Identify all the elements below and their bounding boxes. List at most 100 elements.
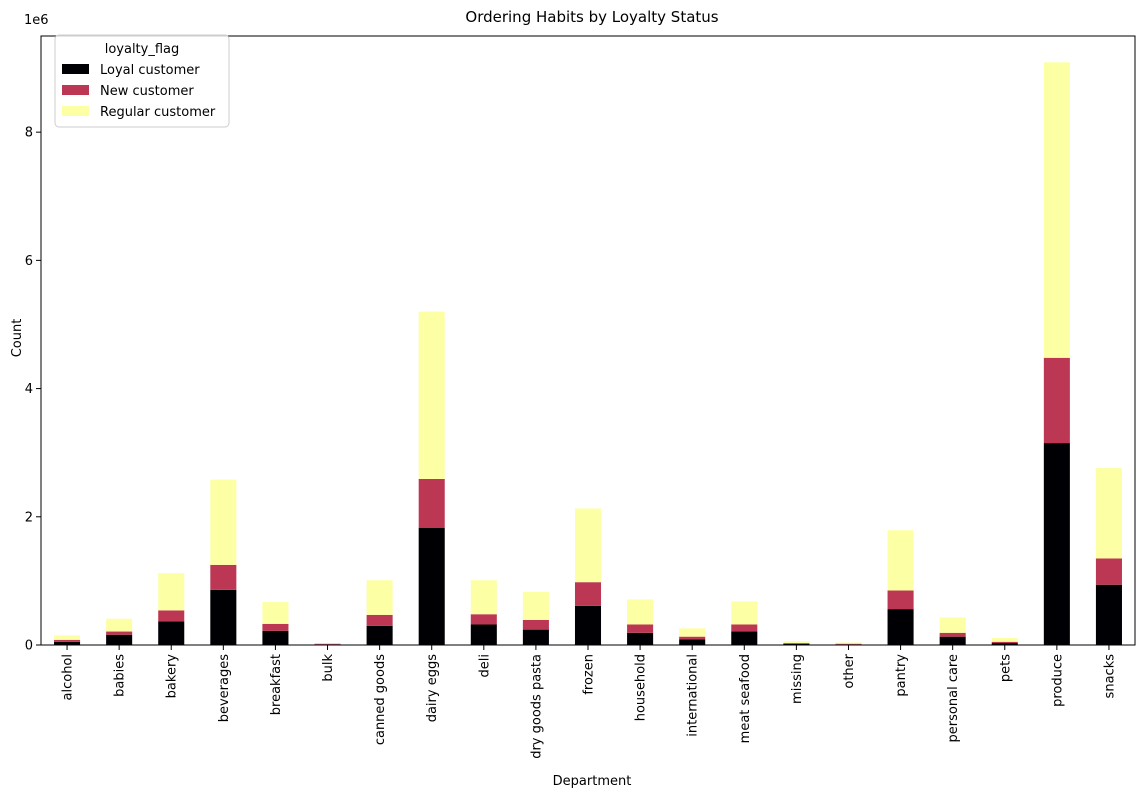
bar-regular-customer (210, 479, 237, 565)
legend-title: loyalty_flag (105, 42, 180, 57)
x-tick-label: international (686, 654, 701, 737)
x-tick-label: produce (1050, 654, 1065, 707)
bar-loyal-customer (887, 609, 914, 645)
bar-loyal-customer (1095, 584, 1122, 645)
legend-swatch (62, 64, 89, 74)
bar-regular-customer (627, 599, 654, 625)
x-tick-label: breakfast (269, 654, 284, 715)
bars-layer (54, 62, 1122, 645)
x-tick-label: dairy eggs (425, 654, 440, 723)
bar-loyal-customer (627, 632, 654, 645)
bar-regular-customer (574, 508, 602, 583)
bar-regular-customer (262, 602, 289, 624)
bar-loyal-customer (262, 630, 289, 645)
legend: loyalty_flag Loyal customer New customer Re… (54, 34, 230, 128)
bar-new-customer (418, 478, 445, 528)
legend-swatch (62, 85, 89, 95)
x-axis-label: Department (553, 774, 632, 789)
x-tick-label: bakery (165, 654, 180, 699)
bar-new-customer (470, 614, 497, 625)
y-axis-label: Count (10, 319, 25, 358)
y-tick-label: 8 (25, 126, 33, 141)
bar-regular-customer (1095, 468, 1122, 559)
bar-loyal-customer (210, 589, 237, 645)
bar-new-customer (314, 643, 341, 645)
legend-entry: New customer (100, 84, 194, 99)
y-tick-label: 4 (25, 382, 33, 397)
bar-new-customer (54, 639, 81, 642)
plot-frame (40, 35, 1136, 646)
axes-layer: alcohol babies bakery beverages breakfast bul… (25, 35, 1136, 759)
bar-new-customer (210, 564, 237, 590)
y-axis-scale-label: 1e6 (24, 13, 49, 28)
bar-regular-customer (54, 635, 81, 640)
x-tick-label: meat seafood (738, 654, 753, 743)
x-tick-label: alcohol (61, 654, 76, 700)
bar-new-customer (366, 614, 393, 626)
bar-new-customer (679, 636, 706, 640)
y-tick-label: 6 (25, 254, 33, 269)
x-tick-label: personal care (946, 654, 961, 742)
bar-regular-customer (1043, 62, 1070, 358)
x-tick-label: missing (790, 654, 805, 704)
x-tick-label: other (842, 653, 857, 688)
x-tick-label: pantry (894, 654, 909, 697)
bar-regular-customer (418, 311, 445, 479)
bar-loyal-customer (731, 631, 758, 645)
bar-new-customer (1043, 357, 1070, 444)
bar-loyal-customer (991, 643, 1018, 645)
bar-regular-customer (470, 580, 497, 615)
y-tick-label: 2 (25, 510, 33, 525)
bar-loyal-customer (574, 605, 602, 645)
bar-new-customer (887, 590, 914, 610)
bar-loyal-customer (366, 625, 393, 645)
bar-regular-customer (366, 580, 393, 615)
bar-loyal-customer (522, 629, 549, 645)
bar-loyal-customer (158, 621, 185, 645)
bar-new-customer (522, 619, 549, 630)
bar-loyal-customer (679, 639, 706, 645)
bar-regular-customer (731, 601, 758, 625)
x-tick-label: bulk (321, 654, 336, 682)
bar-new-customer (783, 643, 810, 644)
x-tick-label: dry goods pasta (529, 654, 544, 759)
x-tick-label: deli (477, 654, 492, 677)
bar-new-customer (158, 610, 185, 622)
legend-swatch (62, 106, 89, 116)
bar-loyal-customer (418, 527, 445, 645)
x-tick-label: beverages (217, 654, 232, 723)
bar-loyal-customer (54, 641, 81, 645)
bar-new-customer (627, 624, 654, 633)
x-tick-label: snacks (1102, 654, 1117, 699)
bar-regular-customer (991, 637, 1018, 642)
bar-new-customer (1095, 558, 1122, 585)
legend-box (54, 34, 230, 128)
bar-regular-customer (679, 628, 706, 637)
x-tick-label: household (634, 654, 649, 721)
bar-new-customer (835, 643, 862, 645)
chart-title: Ordering Habits by Loyalty Status (465, 8, 718, 26)
bar-regular-customer (887, 530, 914, 591)
x-tick-label: canned goods (373, 654, 388, 745)
bar-loyal-customer (1043, 443, 1070, 645)
bar-regular-customer (158, 573, 185, 611)
bar-new-customer (731, 624, 758, 632)
bar-regular-customer (783, 641, 810, 644)
bar-new-customer (106, 631, 133, 635)
x-tick-label: babies (113, 654, 128, 697)
bar-loyal-customer (470, 624, 497, 645)
bar-new-customer (574, 582, 602, 606)
bar-loyal-customer (106, 634, 133, 645)
bar-loyal-customer (783, 643, 810, 645)
bar-regular-customer (835, 642, 862, 644)
legend-entry: Regular customer (100, 105, 216, 120)
x-tick-label: frozen (582, 654, 597, 695)
bar-new-customer (939, 632, 966, 637)
bar-loyal-customer (939, 636, 966, 645)
x-tick-label: pets (998, 654, 1013, 682)
y-tick-label: 0 (25, 639, 33, 654)
bar-regular-customer (939, 617, 966, 633)
legend-entry: Loyal customer (100, 63, 200, 78)
